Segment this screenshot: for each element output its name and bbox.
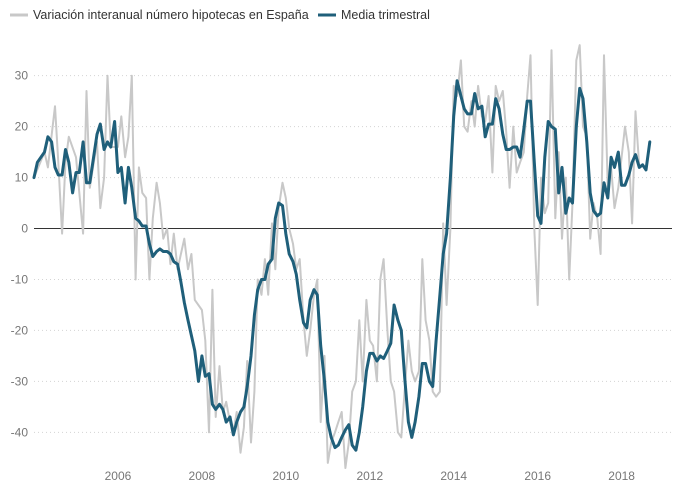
- y-tick-label: 0: [21, 222, 28, 236]
- x-tick-label: 2016: [524, 469, 551, 483]
- legend: Variación interanual número hipotecas en…: [10, 8, 430, 22]
- y-tick-label: 20: [15, 120, 29, 134]
- x-tick-label: 2008: [189, 469, 216, 483]
- y-axis-ticks: -40 -30 -20 -10 0 10 20 30: [11, 69, 29, 440]
- x-tick-label: 2006: [105, 469, 132, 483]
- x-axis-ticks: 2006 2008 2010 2012 2014 2016 2018: [105, 469, 636, 483]
- legend-label-variacion: Variación interanual número hipotecas en…: [33, 8, 309, 22]
- legend-label-media: Media trimestral: [341, 8, 430, 22]
- series-line-media-trimestral: [32, 79, 652, 452]
- x-tick-label: 2012: [356, 469, 383, 483]
- x-tick-label: 2010: [272, 469, 299, 483]
- series-lines: [32, 44, 652, 469]
- y-tick-label: -40: [11, 425, 29, 439]
- x-tick-label: 2018: [608, 469, 635, 483]
- y-tick-label: -30: [11, 374, 29, 388]
- y-tick-label: -10: [11, 272, 29, 286]
- y-tick-label: -20: [11, 323, 29, 337]
- series-line-variacion-interanual: [33, 44, 641, 469]
- grid: [34, 75, 672, 433]
- y-tick-label: 10: [15, 171, 29, 185]
- x-tick-label: 2014: [440, 469, 467, 483]
- y-tick-label: 30: [15, 69, 29, 83]
